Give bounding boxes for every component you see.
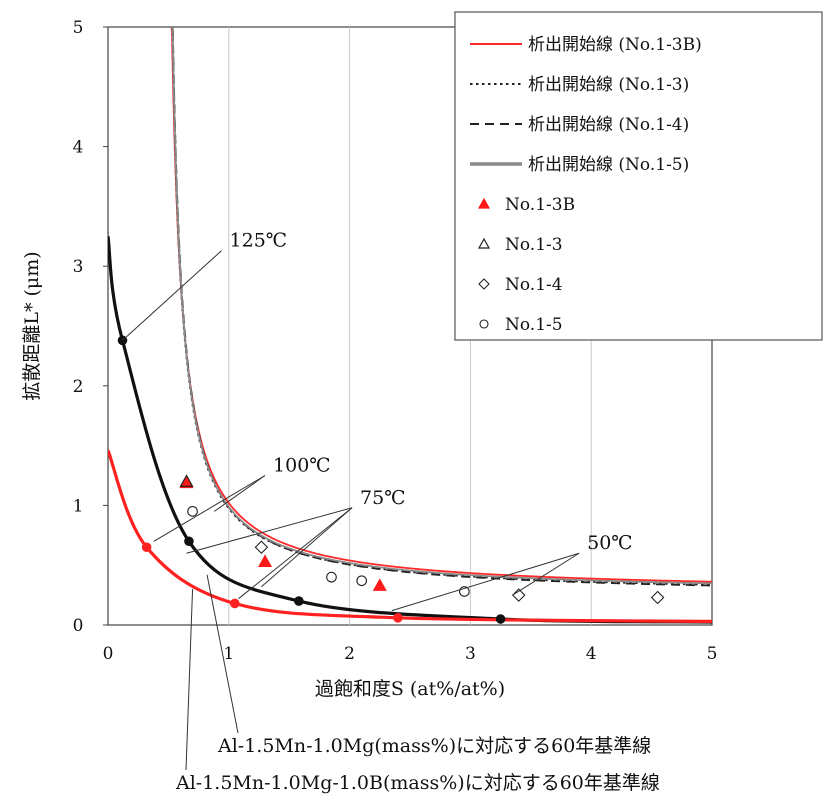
baseline-label-2: Al-1.5Mn-1.0Mg-1.0B(mass%)に対応する60年基準線: [175, 772, 660, 794]
y-axis-label: 拡散距離L* (μm): [21, 251, 43, 400]
legend-entry: No.1-3: [505, 235, 563, 255]
data-point-No-1-4: [254, 540, 269, 555]
baseline-curve-2: [108, 449, 712, 623]
legend-entry: 析出開始線 (No.1-4): [528, 115, 689, 135]
data-point-No-1-3: [179, 474, 194, 487]
y-tick-label: 5: [73, 18, 84, 38]
annotation-label-2: 100℃: [273, 455, 331, 477]
y-tick-label: 3: [73, 257, 84, 277]
tick-labels: 0 1 2 3 4 5 0 1 2 3 4 5: [73, 18, 718, 664]
annotation-leader-line: [238, 507, 353, 600]
x-tick-label: 0: [103, 644, 114, 664]
annotation-leader-line: [122, 250, 222, 341]
baseline-point: [184, 536, 194, 547]
baseline-point: [495, 614, 506, 624]
x-tick-label: 4: [586, 644, 597, 664]
annotation-leader-line: [512, 552, 580, 596]
baseline-point: [393, 613, 403, 623]
annotation-label-1: 125℃: [230, 230, 288, 252]
baseline-label-1: Al-1.5Mn-1.0Mg(mass%)に対応する60年基準線: [217, 735, 651, 757]
annotation-leader-line: [186, 507, 353, 554]
data-point-No-1-4: [650, 590, 665, 605]
data-point-No-1-5: [326, 571, 337, 583]
baseline-point: [294, 596, 304, 606]
y-tick-label: 4: [73, 138, 84, 158]
baseline-label-1-leader: [206, 574, 239, 734]
baseline-point: [141, 542, 152, 553]
data-point-No-1-5: [356, 575, 368, 587]
data-point-No-1-3B: [372, 578, 387, 591]
x-tick-label: 5: [707, 644, 718, 664]
legend-entry: No.1-4: [505, 275, 563, 295]
legend-marker: [477, 197, 491, 209]
legend-entry: 析出開始線 (No.1-3): [528, 75, 689, 95]
legend-box: [454, 11, 823, 341]
annotation-label-4: 50℃: [587, 532, 632, 554]
annotation-leader-line: [153, 475, 266, 542]
legend-marker: [479, 319, 489, 329]
annotation-leader-line: [391, 552, 580, 612]
legend: 析出開始線 (No.1-3B) 析出開始線 (No.1-3) 析出開始線 (No.1…: [454, 11, 823, 341]
legend-entry: 析出開始線 (No.1-5): [528, 155, 689, 175]
x-tick-label: 2: [344, 644, 355, 664]
legend-marker: [478, 278, 490, 290]
data-point-No-1-5: [459, 586, 470, 597]
x-axis-label: 過飽和度S (at%/at%): [315, 678, 505, 700]
x-tick-label: 1: [223, 644, 234, 664]
y-tick-label: 1: [73, 496, 84, 516]
legend-marker: [477, 237, 491, 249]
data-point-No-1-4: [511, 588, 526, 602]
annotation-label-3: 75℃: [360, 487, 405, 509]
precipitation-curve-4: [171, 27, 712, 585]
legend-entry: No.1-3B: [505, 195, 575, 215]
legend-entry: No.1-5: [505, 315, 563, 335]
annotation-leader-line: [261, 507, 353, 588]
y-tick-label: 2: [73, 377, 84, 397]
annotations: 125℃ 100℃ 75℃ 50℃: [122, 230, 633, 771]
annotation-leader-line: [214, 475, 266, 512]
x-tick-label: 3: [465, 644, 476, 664]
baseline-point: [230, 598, 240, 609]
baseline-label-2-leader: [185, 589, 194, 771]
legend-entry: 析出開始線 (No.1-3B): [528, 35, 702, 55]
y-tick-label: 0: [73, 616, 84, 636]
data-point-No-1-5: [187, 506, 198, 517]
data-point-No-1-3B: [258, 554, 273, 568]
